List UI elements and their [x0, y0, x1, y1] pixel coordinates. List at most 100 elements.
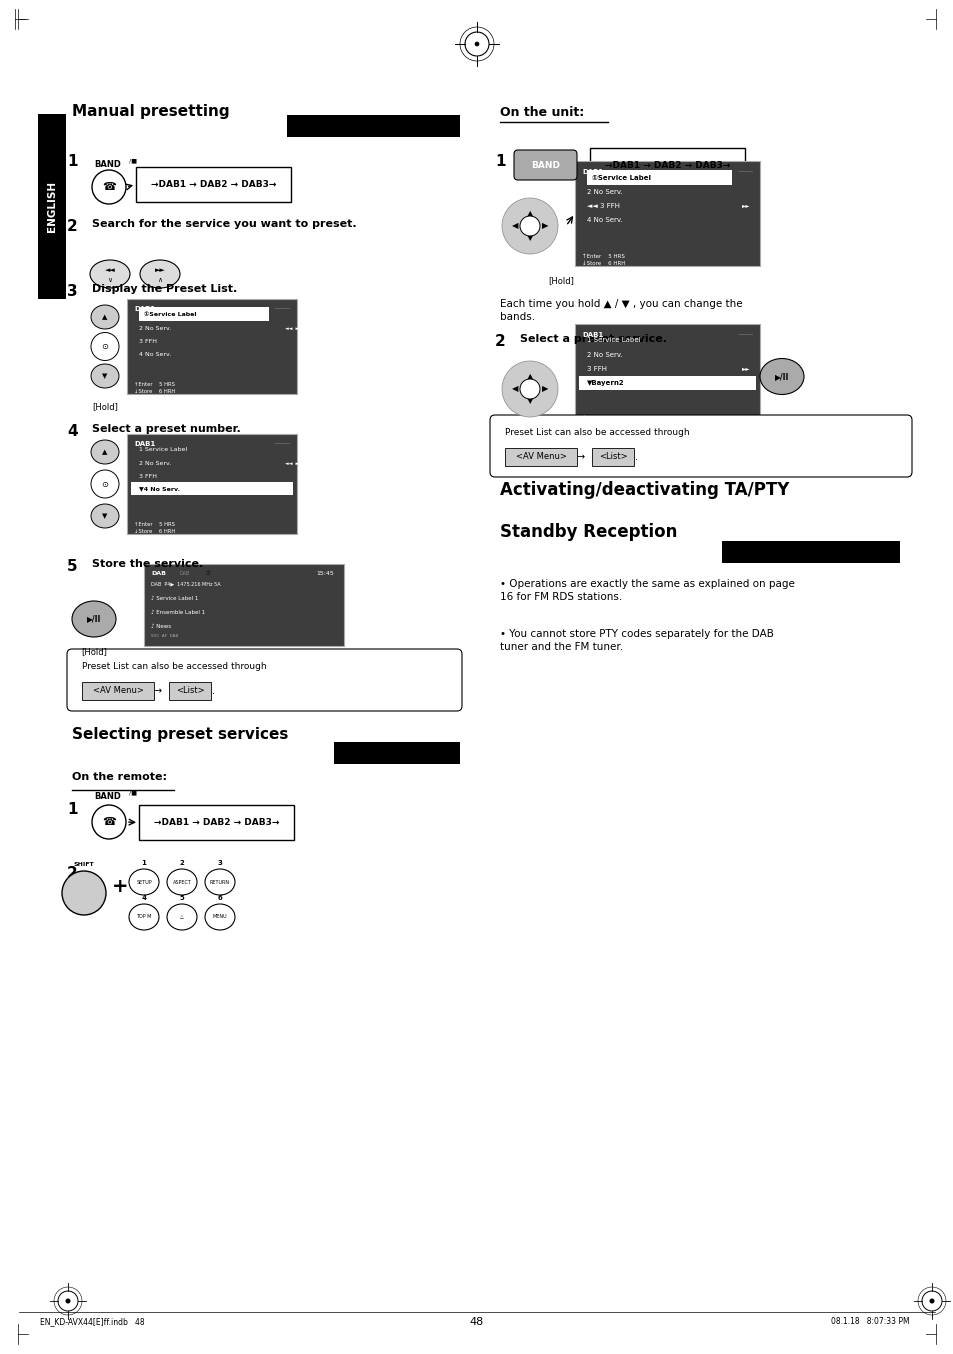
- Bar: [575, 161, 760, 265]
- Text: DAB: DAB: [179, 571, 190, 575]
- Text: [Hold]: [Hold]: [92, 402, 118, 412]
- Text: 1 Service Label: 1 Service Label: [139, 447, 187, 451]
- Circle shape: [91, 171, 126, 204]
- Text: 15:45: 15:45: [315, 571, 334, 575]
- Ellipse shape: [205, 869, 234, 895]
- Text: Preset List can also be accessed through: Preset List can also be accessed through: [504, 428, 689, 437]
- Text: ☎: ☎: [102, 816, 116, 827]
- Circle shape: [475, 42, 478, 46]
- Ellipse shape: [501, 362, 558, 417]
- Text: Select a preset number.: Select a preset number.: [91, 424, 240, 435]
- Bar: [169, 682, 211, 700]
- Bar: [139, 307, 269, 321]
- Ellipse shape: [91, 333, 119, 360]
- Text: 3 FFH: 3 FFH: [139, 474, 157, 478]
- Text: 4: 4: [67, 424, 77, 439]
- Text: ◄◄ 3 FFH: ◄◄ 3 FFH: [586, 203, 619, 209]
- Text: 3 FFH: 3 FFH: [586, 366, 606, 372]
- Text: 2 No Serv.: 2 No Serv.: [586, 352, 622, 357]
- Text: →DAB1 → DAB2 → DAB3→: →DAB1 → DAB2 → DAB3→: [153, 818, 279, 827]
- Text: ♪ News: ♪ News: [151, 624, 171, 630]
- Text: ⊙: ⊙: [101, 343, 109, 351]
- Text: +: +: [112, 876, 128, 895]
- Bar: [575, 324, 760, 429]
- Circle shape: [929, 1300, 933, 1303]
- Text: Selecting preset services: Selecting preset services: [71, 727, 288, 742]
- Ellipse shape: [90, 260, 130, 288]
- Text: →: →: [153, 686, 162, 696]
- Bar: [136, 167, 291, 202]
- Bar: [721, 542, 899, 563]
- Ellipse shape: [167, 904, 196, 930]
- Text: BAND: BAND: [94, 160, 121, 169]
- Text: ♪ Ensemble Label 1: ♪ Ensemble Label 1: [151, 611, 205, 615]
- Text: • Operations are exactly the same as explained on page
16 for FM RDS stations.: • Operations are exactly the same as exp…: [499, 580, 794, 603]
- Text: Standby Reception: Standby Reception: [499, 523, 677, 542]
- Text: 1: 1: [67, 154, 77, 169]
- Text: ∧: ∧: [157, 278, 162, 283]
- Ellipse shape: [519, 217, 539, 236]
- Text: ASPECT: ASPECT: [172, 880, 192, 884]
- Text: 3: 3: [217, 860, 222, 867]
- Text: ↑Enter    5 HRS: ↑Enter 5 HRS: [581, 253, 624, 259]
- Bar: [592, 448, 634, 466]
- Text: /■: /■: [129, 789, 137, 795]
- Text: Preset List can also be accessed through: Preset List can also be accessed through: [82, 662, 266, 672]
- Text: ►►: ►►: [740, 367, 749, 371]
- Text: 4 No Serv.: 4 No Serv.: [139, 352, 172, 356]
- Text: --------: --------: [738, 332, 753, 337]
- Bar: [82, 682, 153, 700]
- Text: →DAB1 → DAB2 → DAB3→: →DAB1 → DAB2 → DAB3→: [604, 161, 729, 171]
- Text: 3 FFH: 3 FFH: [139, 338, 157, 344]
- Text: DAB  P4▶  1475.216 MHz 5A: DAB P4▶ 1475.216 MHz 5A: [151, 581, 220, 586]
- Text: DAB1: DAB1: [581, 169, 602, 175]
- Text: ▶: ▶: [541, 385, 548, 394]
- FancyBboxPatch shape: [67, 649, 461, 711]
- Text: SHIFT: SHIFT: [73, 862, 94, 867]
- Text: 5: 5: [67, 559, 77, 574]
- Text: DAB: DAB: [151, 571, 166, 575]
- Ellipse shape: [205, 904, 234, 930]
- Text: <AV Menu>: <AV Menu>: [92, 686, 143, 696]
- Text: ◄◄: ◄◄: [105, 267, 115, 274]
- Text: ☎: ☎: [102, 181, 116, 192]
- Text: <List>: <List>: [175, 686, 204, 696]
- Bar: [578, 376, 755, 390]
- Ellipse shape: [62, 871, 106, 915]
- Bar: [144, 565, 344, 646]
- Text: --------: --------: [738, 169, 753, 175]
- Text: ↓Store    6 HRH: ↓Store 6 HRH: [581, 260, 625, 265]
- Text: △: △: [180, 914, 184, 919]
- Bar: [334, 742, 459, 764]
- Bar: [127, 299, 296, 394]
- Text: EN_KD-AVX44[E]ff.indb   48: EN_KD-AVX44[E]ff.indb 48: [40, 1317, 145, 1327]
- Text: ↑Enter    5 HRS: ↑Enter 5 HRS: [581, 417, 624, 421]
- Ellipse shape: [91, 504, 119, 528]
- Text: DAB1: DAB1: [581, 332, 602, 338]
- Text: On the unit:: On the unit:: [499, 106, 583, 119]
- Text: ↓Store    6 HRH: ↓Store 6 HRH: [133, 389, 175, 394]
- Ellipse shape: [71, 601, 116, 636]
- Text: 1: 1: [67, 802, 77, 816]
- Text: ↓Store    6 HRH: ↓Store 6 HRH: [581, 424, 625, 428]
- Text: SETUP: SETUP: [136, 880, 152, 884]
- Text: ▲: ▲: [526, 210, 533, 218]
- Text: 2: 2: [67, 219, 77, 234]
- Text: DAB1: DAB1: [133, 306, 155, 311]
- Text: .: .: [635, 452, 638, 462]
- Text: ▼Bayern2: ▼Bayern2: [586, 380, 624, 386]
- Text: ①Service Label: ①Service Label: [144, 311, 196, 317]
- Text: 2: 2: [495, 334, 505, 349]
- Bar: [139, 806, 294, 839]
- Text: Select a preset service.: Select a preset service.: [519, 334, 666, 344]
- Ellipse shape: [91, 470, 119, 498]
- Text: 48: 48: [470, 1317, 483, 1327]
- Text: DAB1: DAB1: [133, 441, 155, 447]
- Ellipse shape: [129, 904, 159, 930]
- Bar: [287, 115, 459, 137]
- Text: ▼: ▼: [526, 397, 533, 405]
- Text: --------: --------: [274, 306, 291, 311]
- Text: ◀: ◀: [511, 222, 517, 230]
- Circle shape: [91, 806, 126, 839]
- Text: 1: 1: [495, 154, 505, 169]
